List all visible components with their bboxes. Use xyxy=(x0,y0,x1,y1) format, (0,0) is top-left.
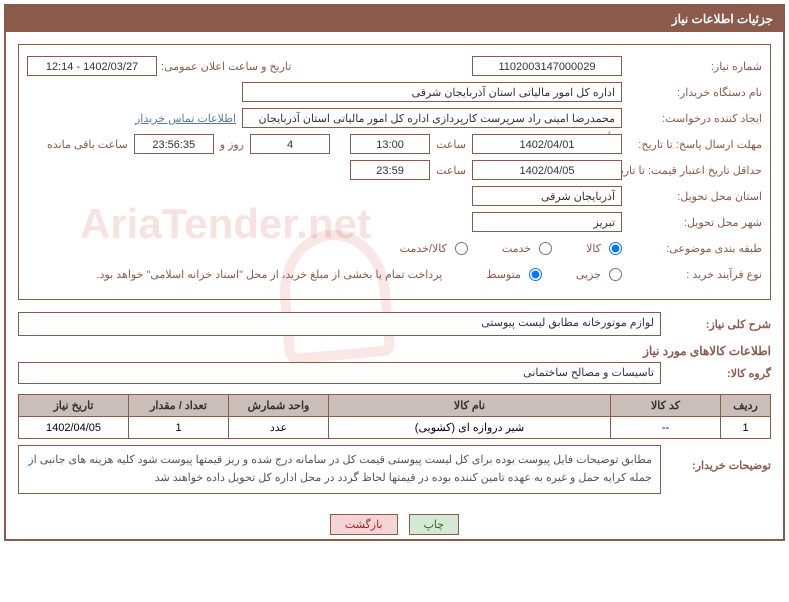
province-label: استان محل تحویل: xyxy=(622,190,762,203)
price-validity-time: 23:59 xyxy=(350,160,430,180)
requester-field: محمدرضا امینی راد سرپرست کارپردازی اداره… xyxy=(242,108,622,128)
radio-partial-label: جزیی xyxy=(576,268,601,281)
price-validity-date: 1402/04/05 xyxy=(472,160,622,180)
city-label: شهر محل تحویل: xyxy=(622,216,762,229)
need-number-field: 1102003147000029 xyxy=(472,56,622,76)
price-validity-label: حداقل تاریخ اعتبار قیمت: تا تاریخ: xyxy=(622,164,762,177)
th-name: نام کالا xyxy=(329,395,611,417)
back-button[interactable]: بازگشت xyxy=(330,514,398,535)
th-unit: واحد شمارش xyxy=(229,395,329,417)
process-radio-group: جزیی متوسط پرداخت تمام یا بخشی از مبلغ خ… xyxy=(97,268,623,281)
time-remaining: 23:56:35 xyxy=(134,134,214,154)
cell-name: شیر دروازه ای (کشویی) xyxy=(329,417,611,439)
buyer-org-field: اداره کل امور مالیاتی استان آذربایجان شر… xyxy=(242,82,622,102)
row-process: نوع فرآیند خرید : جزیی متوسط پرداخت تمام… xyxy=(27,263,762,285)
response-deadline-label: مهلت ارسال پاسخ: تا تاریخ: xyxy=(622,138,762,151)
requester-label: ایجاد کننده درخواست: xyxy=(622,112,762,125)
th-date: تاریخ نیاز xyxy=(19,395,129,417)
radio-goods-service-label: کالا/خدمت xyxy=(400,242,447,255)
radio-partial[interactable] xyxy=(609,268,622,281)
panel-title: جزئیات اطلاعات نیاز xyxy=(672,12,773,26)
row-need-number: شماره نیاز: 1102003147000029 تاریخ و ساع… xyxy=(27,55,762,77)
goods-table: ردیف کد کالا نام کالا واحد شمارش تعداد /… xyxy=(18,394,771,439)
cell-row: 1 xyxy=(721,417,771,439)
row-requester: ایجاد کننده درخواست: محمدرضا امینی راد س… xyxy=(27,107,762,129)
city-field: تبریز xyxy=(472,212,622,232)
cell-qty: 1 xyxy=(129,417,229,439)
goods-group-field: تاسیسات و مصالح ساختمانی xyxy=(18,362,661,384)
days-remaining: 4 xyxy=(250,134,330,154)
radio-service[interactable] xyxy=(539,242,552,255)
main-panel: جزئیات اطلاعات نیاز AriaTender.net شماره… xyxy=(4,4,785,541)
th-row: ردیف xyxy=(721,395,771,417)
table-row: 1 -- شیر دروازه ای (کشویی) عدد 1 1402/04… xyxy=(19,417,771,439)
time-label-1: ساعت xyxy=(436,138,466,151)
days-and-label: روز و xyxy=(220,138,244,151)
row-buyer-org: نام دستگاه خریدار: اداره کل امور مالیاتی… xyxy=(27,81,762,103)
row-category: طبقه بندی موضوعی: کالا خدمت کالا/خدمت xyxy=(27,237,762,259)
row-price-validity: حداقل تاریخ اعتبار قیمت: تا تاریخ: 1402/… xyxy=(27,159,762,181)
process-label: نوع فرآیند خرید : xyxy=(622,268,762,281)
th-qty: تعداد / مقدار xyxy=(129,395,229,417)
row-goods-group: گروه کالا: تاسیسات و مصالح ساختمانی xyxy=(18,362,771,384)
buyer-org-label: نام دستگاه خریدار: xyxy=(622,86,762,99)
radio-medium-label: متوسط xyxy=(486,268,521,281)
cell-code: -- xyxy=(611,417,721,439)
goods-group-label: گروه کالا: xyxy=(661,367,771,380)
payment-note: پرداخت تمام یا بخشی از مبلغ خرید، از محل… xyxy=(97,268,443,281)
time-label-2: ساعت xyxy=(436,164,466,177)
button-row: چاپ بازگشت xyxy=(6,506,783,539)
buyer-desc-box: مطابق توضیحات فایل پیوست بوده برای کل لی… xyxy=(18,445,661,494)
buyer-desc-label: توضیحات خریدار: xyxy=(661,445,771,472)
table-header-row: ردیف کد کالا نام کالا واحد شمارش تعداد /… xyxy=(19,395,771,417)
announce-datetime-field: 1402/03/27 - 12:14 xyxy=(27,56,157,76)
response-deadline-time: 13:00 xyxy=(350,134,430,154)
remaining-label: ساعت باقی مانده xyxy=(47,138,128,151)
radio-service-label: خدمت xyxy=(502,242,531,255)
radio-goods-label: کالا xyxy=(586,242,601,255)
radio-medium[interactable] xyxy=(529,268,542,281)
general-desc-label: شرح کلی نیاز: xyxy=(661,318,771,331)
province-field: آذربایجان شرقی xyxy=(472,186,622,206)
contact-buyer-link[interactable]: اطلاعات تماس خریدار xyxy=(135,112,236,125)
general-desc-field: لوازم موتورخانه مطابق لیست پیوستی xyxy=(18,312,661,336)
need-number-label: شماره نیاز: xyxy=(622,60,762,73)
print-button[interactable]: چاپ xyxy=(409,514,460,535)
panel-header: جزئیات اطلاعات نیاز xyxy=(6,6,783,32)
cell-date: 1402/04/05 xyxy=(19,417,129,439)
buyer-desc-row: توضیحات خریدار: مطابق توضیحات فایل پیوست… xyxy=(18,445,771,494)
form-box: شماره نیاز: 1102003147000029 تاریخ و ساع… xyxy=(18,44,771,300)
row-city: شهر محل تحویل: تبریز xyxy=(27,211,762,233)
row-response-deadline: مهلت ارسال پاسخ: تا تاریخ: 1402/04/01 سا… xyxy=(27,133,762,155)
response-deadline-date: 1402/04/01 xyxy=(472,134,622,154)
announce-datetime-label: تاریخ و ساعت اعلان عمومی: xyxy=(157,60,291,73)
cell-unit: عدد xyxy=(229,417,329,439)
th-code: کد کالا xyxy=(611,395,721,417)
radio-goods[interactable] xyxy=(609,242,622,255)
category-label: طبقه بندی موضوعی: xyxy=(622,242,762,255)
inner-content: شماره نیاز: 1102003147000029 تاریخ و ساع… xyxy=(6,44,783,494)
row-province: استان محل تحویل: آذربایجان شرقی xyxy=(27,185,762,207)
radio-goods-service[interactable] xyxy=(455,242,468,255)
goods-info-title: اطلاعات کالاهای مورد نیاز xyxy=(6,344,771,358)
category-radio-group: کالا خدمت کالا/خدمت xyxy=(398,242,622,255)
